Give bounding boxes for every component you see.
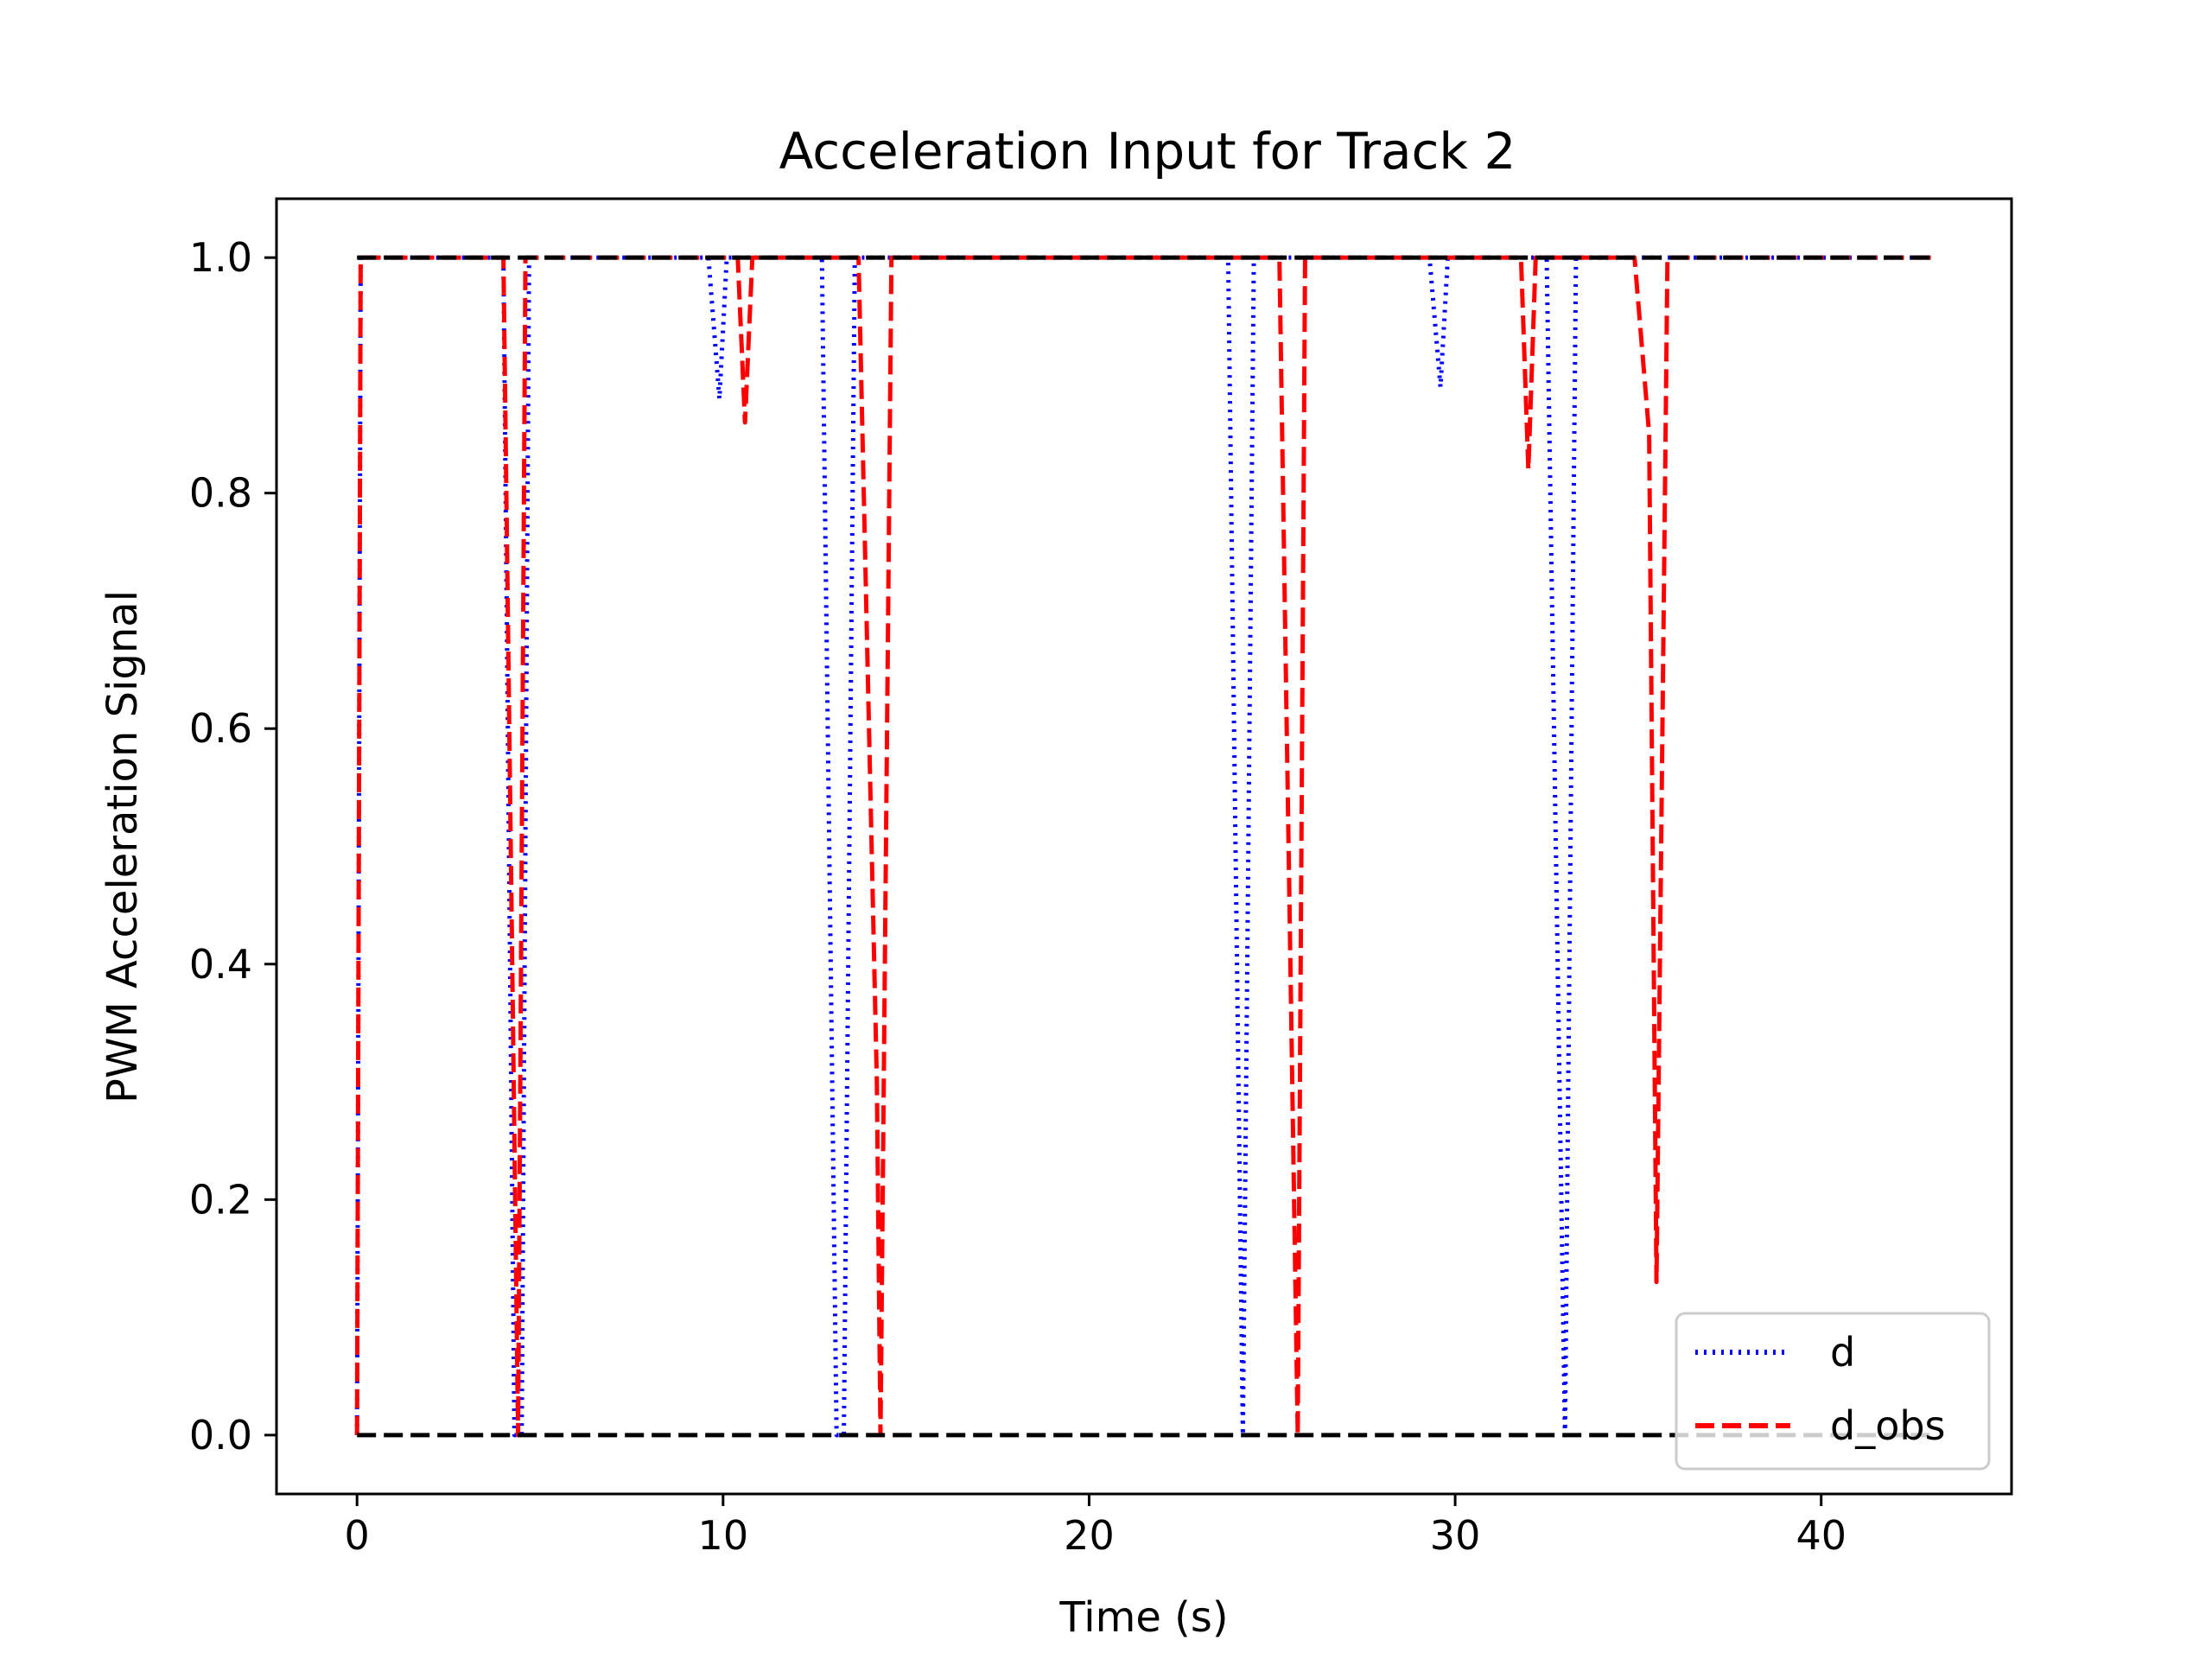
x-tick-label: 10 [698,1512,749,1559]
legend-label-d_obs: d_obs [1830,1402,1946,1449]
y-tick-label: 1.0 [189,234,252,281]
series-layer [354,255,1931,1438]
legend-label-d: d [1830,1329,1855,1376]
legend-box [1675,1312,1991,1471]
x-tick-label: 30 [1430,1512,1481,1559]
legend: d d_obs [1675,1312,1991,1471]
x-axis-label: Time (s) [1058,1593,1228,1642]
y-tick-label: 0.6 [189,705,252,752]
y-axis-label: PWM Acceleration Signal [99,590,147,1103]
x-axis: 0 10 20 30 40 [345,1494,1847,1559]
series-line-d [354,255,1931,1438]
y-tick-label: 0.4 [189,941,252,988]
y-axis: 0.0 0.2 0.4 0.6 0.8 1.0 [189,234,276,1459]
series-line-d_obs [354,255,1931,1438]
x-tick-label: 40 [1796,1512,1847,1559]
y-tick-label: 0.2 [189,1176,252,1223]
y-tick-label: 0.0 [189,1412,252,1459]
chart-title: Acceleration Input for Track 2 [779,122,1516,181]
x-tick-label: 20 [1064,1512,1115,1559]
x-tick-label: 0 [345,1512,370,1559]
y-tick-label: 0.8 [189,470,252,517]
plot-frame [275,197,2013,1496]
